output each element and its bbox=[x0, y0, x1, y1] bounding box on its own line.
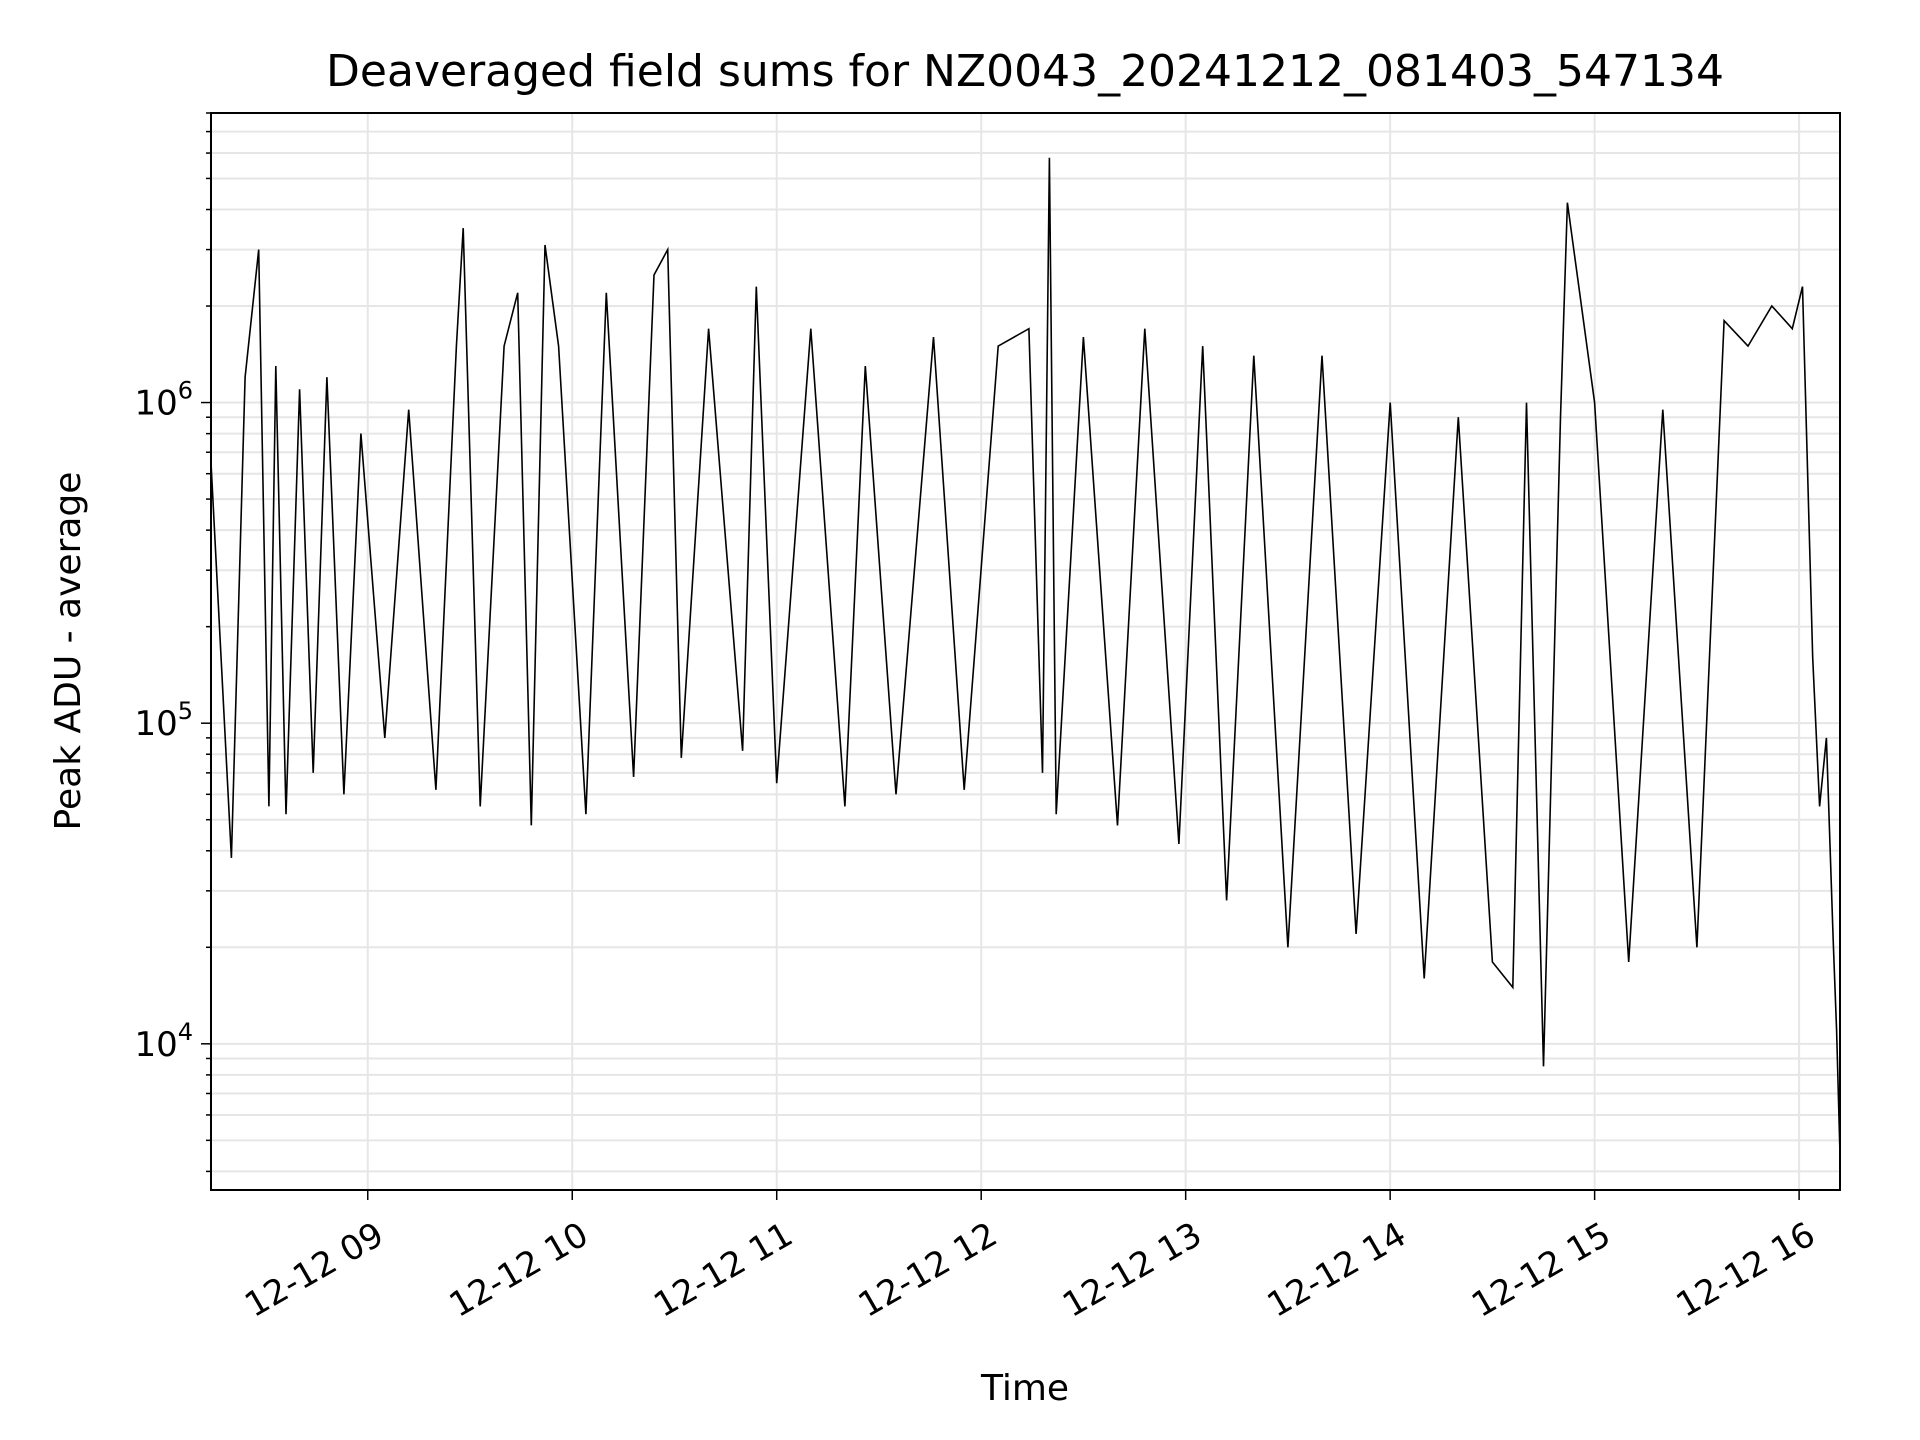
y-axis-label: Peak ADU - average bbox=[48, 472, 89, 831]
y-tick-label: 106 bbox=[134, 377, 193, 424]
chart-title: Deaveraged field sums for NZ0043_2024121… bbox=[326, 46, 1724, 97]
y-tick-label: 104 bbox=[134, 1018, 193, 1065]
y-tick-label: 105 bbox=[134, 697, 193, 744]
grid bbox=[211, 112, 1840, 1190]
x-axis-label: Time bbox=[980, 1368, 1069, 1409]
series bbox=[210, 157, 1841, 1156]
plot-frame bbox=[210, 112, 1841, 1191]
series-line bbox=[210, 157, 1841, 1156]
